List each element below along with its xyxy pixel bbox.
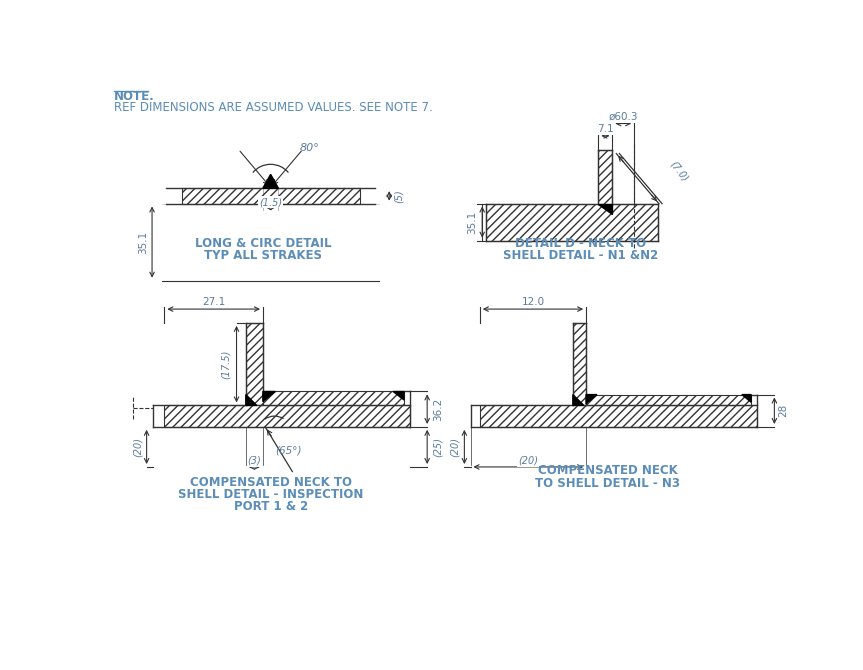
Text: (25): (25) <box>433 437 443 457</box>
Text: COMPENSATED NECK: COMPENSATED NECK <box>538 464 677 477</box>
Text: 80°: 80° <box>300 143 320 153</box>
Text: (7.0): (7.0) <box>668 159 690 184</box>
Bar <box>181 188 360 204</box>
Text: (20): (20) <box>132 437 142 457</box>
Text: 27.1: 27.1 <box>202 297 225 307</box>
Text: 35.1: 35.1 <box>138 230 148 254</box>
Text: 35.1: 35.1 <box>467 210 477 234</box>
Text: (20): (20) <box>519 456 539 466</box>
Text: SHELL DETAIL - N1 &N2: SHELL DETAIL - N1 &N2 <box>503 249 658 263</box>
Polygon shape <box>263 174 279 188</box>
Text: 28: 28 <box>778 404 789 417</box>
Text: COMPENSATED NECK TO: COMPENSATED NECK TO <box>190 476 351 489</box>
Text: PORT 1 & 2: PORT 1 & 2 <box>234 500 308 513</box>
Text: 7.1: 7.1 <box>597 124 614 134</box>
Text: (20): (20) <box>450 437 460 457</box>
Text: (3): (3) <box>248 456 261 466</box>
Text: SHELL DETAIL - INSPECTION: SHELL DETAIL - INSPECTION <box>178 488 363 501</box>
Polygon shape <box>393 391 404 400</box>
Text: DETAIL D - NECK TO: DETAIL D - NECK TO <box>515 237 646 250</box>
Text: 12.0: 12.0 <box>521 297 545 307</box>
Text: (65°): (65°) <box>275 446 302 456</box>
Text: (5): (5) <box>394 189 404 203</box>
Polygon shape <box>263 391 275 401</box>
Polygon shape <box>742 395 751 402</box>
Text: 36.2: 36.2 <box>433 397 443 421</box>
Bar <box>573 323 586 405</box>
Bar <box>246 323 263 405</box>
Text: NOTE.: NOTE. <box>114 90 154 103</box>
Text: (17.5): (17.5) <box>221 350 230 379</box>
Text: REF DIMENSIONS ARE ASSUMED VALUES. SEE NOTE 7.: REF DIMENSIONS ARE ASSUMED VALUES. SEE N… <box>114 101 433 114</box>
Bar <box>486 204 658 241</box>
Text: TO SHELL DETAIL - N3: TO SHELL DETAIL - N3 <box>535 476 680 490</box>
Polygon shape <box>598 204 613 214</box>
Polygon shape <box>573 395 583 405</box>
Polygon shape <box>586 395 597 404</box>
Bar <box>598 149 613 204</box>
Bar <box>480 405 758 427</box>
Bar <box>263 391 404 405</box>
Text: ø60.3: ø60.3 <box>608 112 638 121</box>
Text: TYP ALL STRAKES: TYP ALL STRAKES <box>204 249 322 263</box>
Text: LONG & CIRC DETAIL: LONG & CIRC DETAIL <box>195 237 331 250</box>
Bar <box>586 395 751 405</box>
Polygon shape <box>246 395 256 405</box>
Bar <box>165 405 410 427</box>
Text: (1.5): (1.5) <box>259 197 282 207</box>
